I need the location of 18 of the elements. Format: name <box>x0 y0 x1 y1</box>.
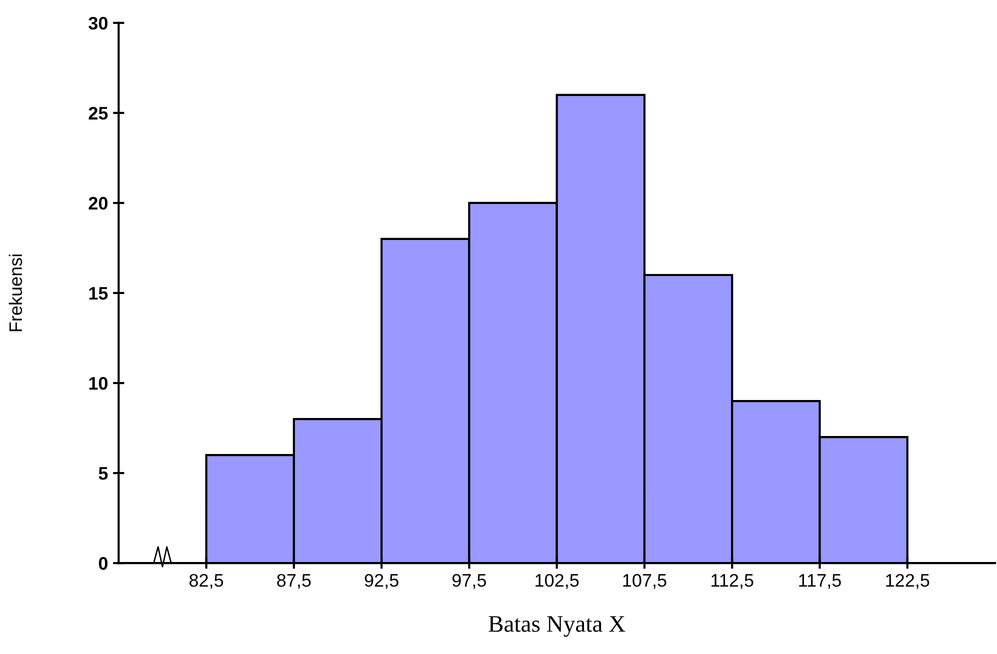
y-tick-label: 25 <box>88 106 108 120</box>
x-tick-label: 112,5 <box>712 574 754 589</box>
x-axis-title: Batas Nyata X <box>488 616 626 637</box>
y-tick-label: 0 <box>98 557 108 570</box>
y-tick-label: 15 <box>89 287 108 300</box>
x-tick-label: 117,5 <box>799 574 841 589</box>
x-tick-label: 82,5 <box>189 574 224 589</box>
x-tick-label: 92,5 <box>364 574 398 589</box>
y-tick-label: 10 <box>89 376 108 390</box>
x-tick-label: 87,5 <box>277 574 311 589</box>
y-axis-title: Frekuensi <box>8 254 22 332</box>
x-tick-label: 122,5 <box>886 574 930 589</box>
x-tick-label: 97,5 <box>452 574 486 589</box>
y-tick-label: 30 <box>88 16 108 30</box>
x-tick-label: 102,5 <box>536 574 579 589</box>
x-tick-label: 107,5 <box>623 574 666 589</box>
y-tick-label: 20 <box>88 196 108 210</box>
y-tick-label: 5 <box>98 467 108 480</box>
